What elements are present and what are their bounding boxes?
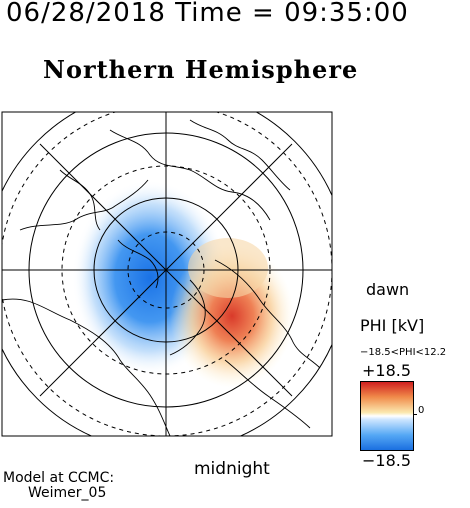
colorbar-zero-tick	[413, 414, 417, 415]
colorbar-max-label: +18.5	[362, 361, 412, 380]
coastlines	[2, 119, 321, 436]
credit-line-2: Weimer_05	[28, 485, 107, 501]
colorbar-zero-label: 0	[418, 405, 425, 416]
time-header: 06/28/2018 Time = 09:35:00	[6, 0, 409, 28]
dawn-label: dawn	[366, 280, 410, 299]
phi-range: −18.5<PHI<12.2	[360, 347, 447, 358]
phi-label: PHI [kV]	[360, 316, 425, 335]
credit-line-1: Model at CCMC:	[3, 470, 115, 486]
colorbar	[360, 381, 414, 451]
plot-title: Northern Hemisphere	[43, 55, 359, 84]
colorbar-min-label: −18.5	[362, 451, 412, 470]
polar-map	[1, 111, 333, 437]
midnight-label: midnight	[194, 459, 270, 479]
